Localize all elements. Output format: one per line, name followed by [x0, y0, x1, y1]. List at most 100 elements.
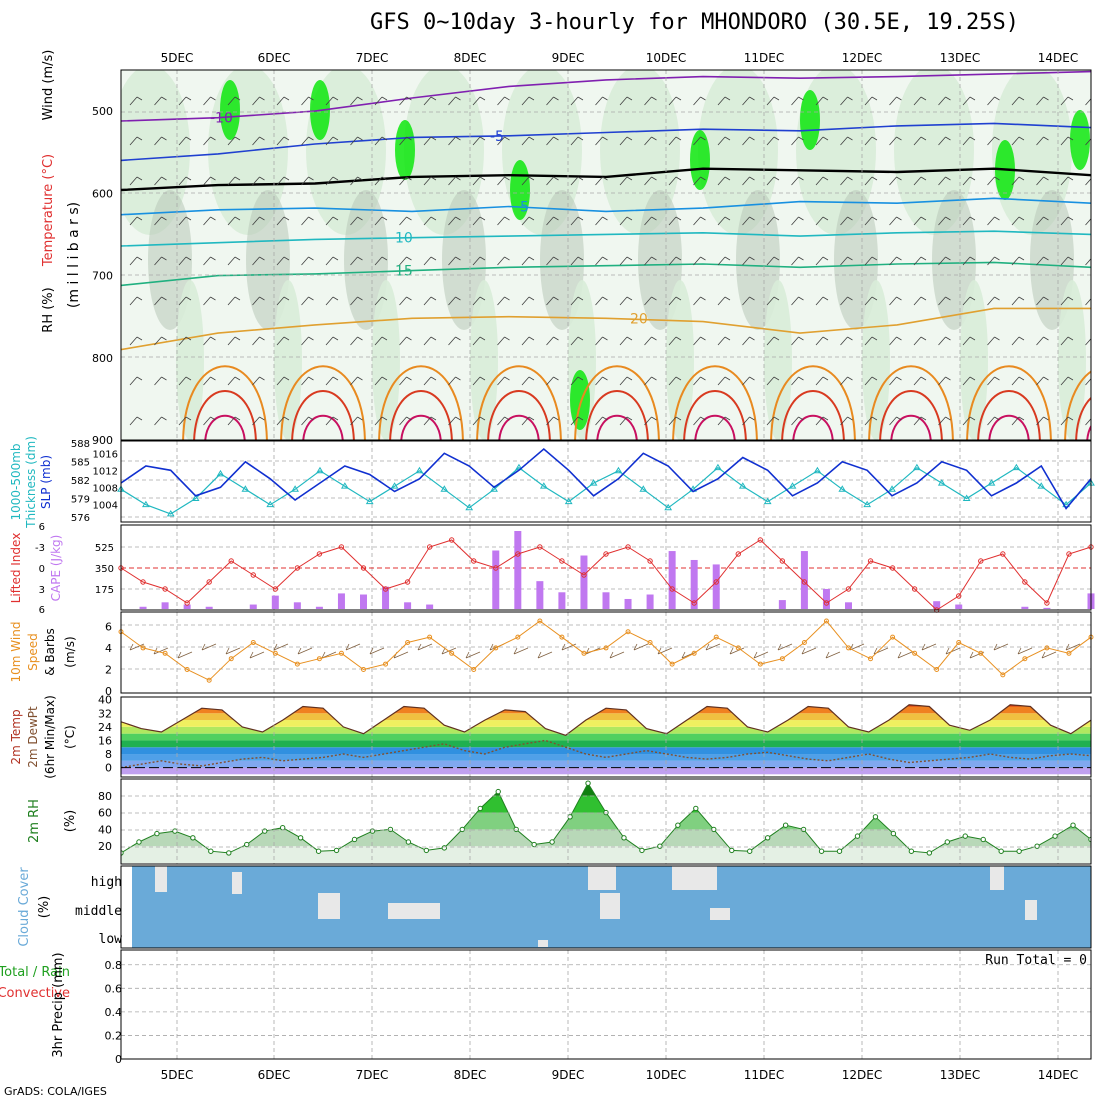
panel-frame [120, 865, 1092, 949]
panel-frame [120, 611, 1092, 694]
wind-point [272, 650, 278, 656]
cloud-gap-high [672, 866, 717, 890]
wind-barb [325, 96, 339, 106]
lifted-point [845, 586, 852, 592]
wind-barb [753, 651, 769, 659]
wind-barb [987, 96, 1000, 106]
wind-barb [178, 216, 192, 226]
wind-barb [840, 256, 853, 266]
wind-barb [962, 376, 976, 386]
wind-point [162, 650, 168, 656]
cape-bar [337, 593, 345, 609]
wind-barb [595, 96, 608, 106]
wind-barb [897, 651, 913, 659]
wind-barb [399, 136, 412, 146]
cape-bar [293, 602, 301, 609]
wind-barb [178, 416, 192, 426]
temp-ytick: 32 [98, 707, 112, 720]
wind-barb [969, 651, 985, 659]
lifted-point [515, 551, 521, 557]
cape-bar [845, 602, 852, 609]
rh-point [279, 825, 286, 831]
wind-barb [791, 296, 804, 306]
cape-bar [558, 592, 566, 609]
wind-barb [1060, 336, 1074, 346]
lifted-point [823, 600, 830, 606]
thickness-point [763, 497, 772, 505]
panel-frame [120, 696, 1092, 778]
panel-frames [120, 69, 1092, 1060]
cloud-gap-high [588, 866, 616, 890]
temp-band [121, 693, 1091, 700]
wind-barb [644, 136, 657, 146]
wind-barb [1085, 338, 1091, 346]
wind-barb [1036, 176, 1049, 186]
wind-barb [913, 96, 927, 106]
wind-barb [350, 376, 363, 386]
rh-bands [121, 783, 1091, 863]
wind-barb [521, 416, 535, 426]
lifted-point [537, 544, 543, 550]
lifted-point [294, 565, 301, 571]
cloud-ytick: high [91, 875, 122, 890]
isotherm-10 [121, 230, 1091, 247]
lifted-point [493, 565, 499, 571]
wind-barb [962, 216, 976, 226]
rh-region [736, 190, 780, 330]
wind-barb [766, 136, 780, 146]
wind-barb [374, 216, 388, 226]
wind-barb [497, 296, 510, 306]
wind-barb [249, 651, 265, 659]
wind-barb [154, 216, 167, 226]
wind-barb [203, 176, 216, 186]
wind-barb [633, 643, 649, 651]
axis-label-total-rain: Total / Rain [0, 965, 70, 980]
panel-frame [120, 778, 1092, 865]
axis-label: Lifted Index [9, 533, 23, 604]
isotherm-label: -5 [490, 129, 504, 145]
lifted-ytick: 6 [39, 522, 45, 533]
wind-barb [448, 376, 461, 386]
warm-isotherm-arc [879, 390, 943, 440]
wind-barb [913, 296, 927, 306]
wind-barb [301, 256, 314, 266]
rh-point [585, 780, 591, 786]
wind-barb [399, 296, 412, 306]
axis-label: 10m Wind [9, 622, 23, 683]
thickness-point [614, 466, 623, 474]
temp-ytick: 0 [105, 762, 112, 775]
wind-point [294, 661, 300, 667]
thickness-point [1037, 482, 1046, 489]
wind-point [669, 661, 675, 667]
wind-barb [325, 416, 339, 426]
thickness-point [937, 479, 946, 486]
wind-barb [938, 216, 951, 226]
wind-barb [791, 416, 804, 426]
axis-label: 1000-500mb [9, 443, 23, 520]
wind-barb [1017, 647, 1033, 655]
isotherm-5 [121, 197, 1091, 216]
wind-barb [546, 376, 559, 386]
wind-barb [938, 376, 951, 386]
wind-barb [742, 96, 755, 106]
thickness-ytick: 588 [71, 439, 90, 450]
cape-bar [580, 555, 588, 609]
wind-barb [945, 647, 961, 655]
wind-barb [399, 96, 412, 106]
wind-barb [177, 651, 193, 659]
cape-bar [315, 606, 323, 609]
wind-barb [1011, 256, 1025, 266]
wind-barb [399, 216, 412, 226]
wind-barb [546, 176, 559, 186]
date-label-bottom: 12DEC [842, 1068, 882, 1082]
thickness-slp-panel: 576 579 582 585 588 1004 1008 1012 1016 [71, 439, 1095, 524]
wind-barb [1011, 136, 1025, 146]
wind-barb [705, 643, 721, 651]
wind-barb [178, 376, 192, 386]
slp-ytick: 1008 [93, 483, 118, 494]
wind-point [184, 666, 190, 672]
wind-barb [252, 296, 265, 306]
lifted-point [360, 565, 367, 571]
wind-barb [297, 647, 313, 655]
wind-barb [448, 416, 461, 426]
